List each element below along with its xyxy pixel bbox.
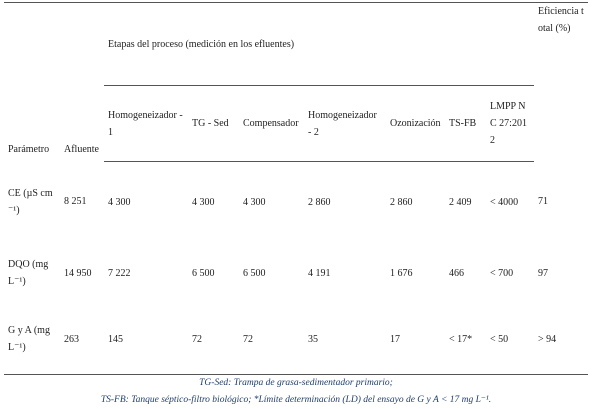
- table-cell: 263: [60, 304, 104, 375]
- table-cell: 71: [538, 196, 549, 208]
- table-cell: 35: [304, 304, 386, 375]
- table-cell: 145: [104, 304, 188, 375]
- table-cell: > 94: [534, 304, 589, 375]
- table-container: Parámetro Afluente Etapas del proceso (m…: [4, 2, 589, 409]
- table-cell: 4 300: [243, 196, 266, 208]
- table-cell: < 4000: [490, 196, 519, 208]
- header-cell: Compensador: [239, 85, 304, 162]
- header-cell: Homogeneizador - 2: [304, 85, 386, 162]
- table-cell: 1 676: [390, 267, 413, 279]
- table-cell: 14 950: [64, 267, 92, 279]
- table-row: DQO (mg L⁻¹) 14 950 7 222 6 500 6 500 4 191 1 …: [4, 242, 588, 304]
- table-cell: 17: [386, 304, 445, 375]
- table-cell: 7 222: [108, 267, 131, 279]
- results-table: Parámetro Afluente Etapas del proceso (m…: [4, 2, 589, 375]
- table-cell: 72: [188, 304, 239, 375]
- header-cell: LMPP NC 27:2012: [486, 85, 535, 162]
- header-cell: Afluente: [60, 2, 104, 162]
- table-cell: 466: [449, 267, 464, 279]
- table-cell: 4 300: [108, 196, 131, 208]
- table-cell: 4 191: [308, 267, 331, 279]
- footnote: TS-FB: Tanque séptico-filtro biológico; …: [100, 395, 492, 405]
- header-cell: TG - Sed: [188, 85, 239, 162]
- footnote: TG-Sed: Trampa de grasa-sedimentador pri…: [199, 378, 393, 388]
- table-cell: < 50: [486, 304, 535, 375]
- table-cell: < 700: [490, 267, 514, 279]
- table-cell: 2 860: [308, 196, 331, 208]
- table-cell: 97: [538, 267, 549, 279]
- header-cell: Eficiencia total (%): [534, 2, 589, 162]
- table-cell: 4 300: [192, 196, 215, 208]
- table-cell: DQO (mg L⁻¹): [8, 259, 49, 287]
- header-cell: TS-FB: [445, 85, 486, 162]
- header-cell: Homogeneizador -1: [104, 85, 188, 162]
- table-cell: 6 500: [243, 267, 266, 279]
- table-row: CE (µS cm⁻¹) 8 251 4 300 4 300 4 300 2 860 2 8…: [4, 162, 588, 243]
- table-cell: G y A (mg L⁻¹): [4, 304, 60, 375]
- table-cell: 72: [239, 304, 304, 375]
- table-cell: 2 860: [390, 196, 413, 208]
- header-cell: Ozonización: [386, 85, 445, 162]
- header-cell: Etapas del proceso (medición en los eflu…: [104, 2, 535, 86]
- table-cell: 8 251: [64, 196, 87, 208]
- table-cell: CE (µS cm⁻¹): [8, 187, 53, 216]
- table-cell: 6 500: [192, 267, 215, 279]
- table-cell: 2 409: [449, 196, 472, 208]
- table-cell: < 17*: [445, 304, 486, 375]
- header-cell: Parámetro: [4, 2, 60, 162]
- table-row: G y A (mg L⁻¹) 263 145 72 72 35 17 < 17* < 50 > 9…: [4, 304, 589, 375]
